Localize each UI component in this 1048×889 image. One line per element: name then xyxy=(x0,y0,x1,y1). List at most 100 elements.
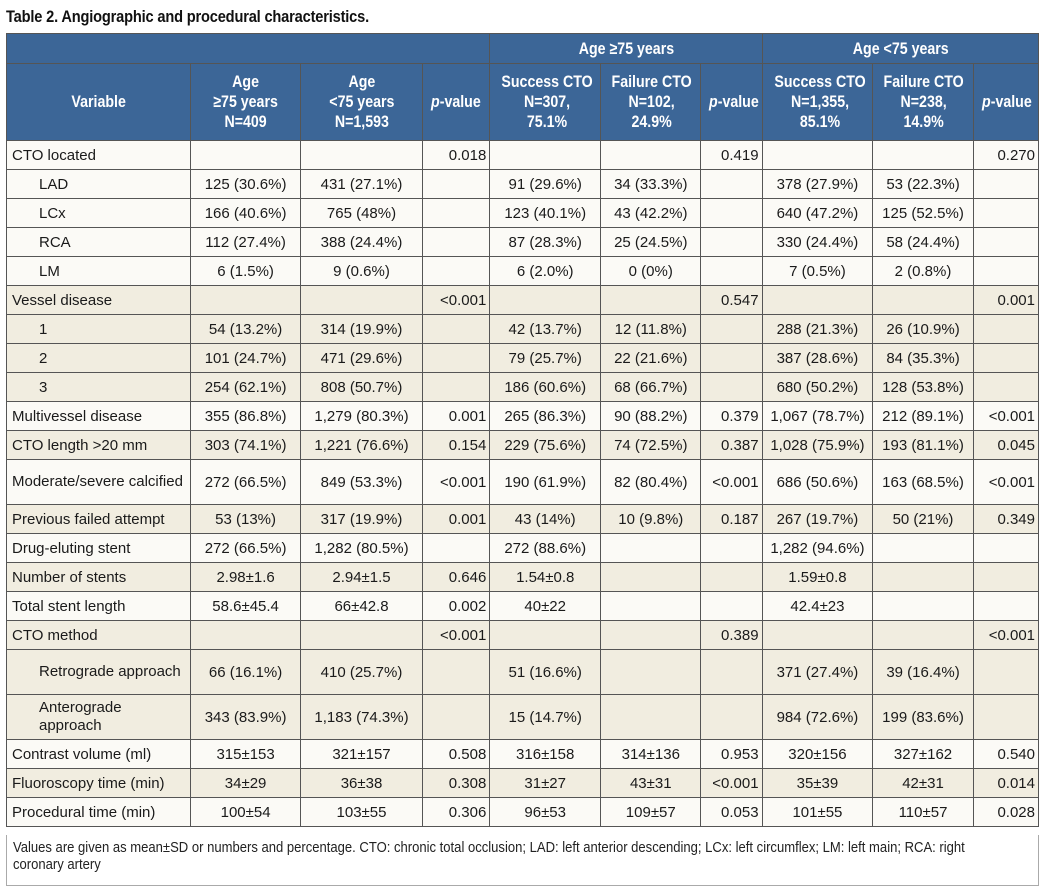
p-value-cell: <0.001 xyxy=(700,768,763,798)
table-title: Table 2. Angiographic and procedural cha… xyxy=(6,7,370,26)
value-cell: 316±158 xyxy=(489,739,602,769)
value-cell: 53 (22.3%) xyxy=(872,169,974,199)
value-cell xyxy=(600,285,702,315)
row-label: Previous failed attempt xyxy=(5,504,192,534)
row-label: 3 xyxy=(5,372,192,402)
p-value-cell: 0.349 xyxy=(972,504,1040,534)
value-cell xyxy=(761,285,874,315)
p-value-cell xyxy=(700,562,763,592)
value-cell: 314±136 xyxy=(600,739,702,769)
value-cell: 288 (21.3%) xyxy=(761,314,874,344)
value-cell: 387 (28.6%) xyxy=(761,343,874,373)
value-cell: 123 (40.1%) xyxy=(489,198,602,228)
value-cell: 1.54±0.8 xyxy=(489,562,602,592)
table-row: RCA 112 (27.4%) 388 (24.4%) 87 (28.3%) 25 (2… xyxy=(5,227,1040,257)
value-cell: 58 (24.4%) xyxy=(872,227,974,257)
p-value-cell: 0.389 xyxy=(700,620,763,650)
value-cell: 686 (50.6%) xyxy=(761,459,874,505)
value-cell xyxy=(600,533,702,563)
value-cell: 163 (68.5%) xyxy=(872,459,974,505)
value-cell: 317 (19.9%) xyxy=(299,504,424,534)
value-cell xyxy=(872,562,974,592)
p-value-cell: 0.306 xyxy=(422,797,491,827)
table-row: LCx 166 (40.6%) 765 (48%) 123 (40.1%) 43 (42… xyxy=(5,198,1040,228)
value-cell xyxy=(600,140,702,170)
value-cell: 2 (0.8%) xyxy=(872,256,974,286)
p-value-cell: <0.001 xyxy=(972,401,1040,431)
p-value-cell xyxy=(972,169,1040,199)
row-label: Drug-eluting stent xyxy=(5,533,192,563)
value-cell xyxy=(489,285,602,315)
value-cell: 6 (1.5%) xyxy=(190,256,301,286)
value-cell: 190 (61.9%) xyxy=(489,459,602,505)
value-cell: 640 (47.2%) xyxy=(761,198,874,228)
p-value-cell xyxy=(700,649,763,695)
table-row: Moderate/severe calcified 272 (66.5%) 849 … xyxy=(5,459,1040,505)
value-cell: 314 (19.9%) xyxy=(299,314,424,344)
value-cell: 272 (66.5%) xyxy=(190,533,301,563)
row-label: Moderate/severe calcified xyxy=(5,459,192,505)
value-cell: 315±153 xyxy=(190,739,301,769)
value-cell: 984 (72.6%) xyxy=(761,694,874,740)
value-cell xyxy=(872,285,974,315)
p-value-cell xyxy=(700,694,763,740)
p-value-cell: 0.001 xyxy=(972,285,1040,315)
value-cell: 371 (27.4%) xyxy=(761,649,874,695)
p-value-cell: 0.379 xyxy=(700,401,763,431)
value-cell: 1,282 (80.5%) xyxy=(299,533,424,563)
value-cell: 321±157 xyxy=(299,739,424,769)
value-cell: 109±57 xyxy=(600,797,702,827)
value-cell: 267 (19.7%) xyxy=(761,504,874,534)
value-cell xyxy=(872,140,974,170)
p-value-cell xyxy=(700,169,763,199)
value-cell: 100±54 xyxy=(190,797,301,827)
characteristics-table: Age ≥75 years Age <75 years Variable Age… xyxy=(5,33,1040,827)
value-cell: 388 (24.4%) xyxy=(299,227,424,257)
value-cell: 378 (27.9%) xyxy=(761,169,874,199)
row-label: CTO length >20 mm xyxy=(5,430,192,460)
value-cell: 471 (29.6%) xyxy=(299,343,424,373)
table-row: Drug-eluting stent 272 (66.5%) 1,282 (80.5… xyxy=(5,533,1040,563)
p-value-cell: 0.187 xyxy=(700,504,763,534)
p-value-cell xyxy=(700,343,763,373)
row-label: Fluoroscopy time (min) xyxy=(5,768,192,798)
p-value-cell xyxy=(422,227,491,257)
p-value-cell xyxy=(972,198,1040,228)
value-cell: 186 (60.6%) xyxy=(489,372,602,402)
value-cell: 36±38 xyxy=(299,768,424,798)
p-value-cell xyxy=(972,372,1040,402)
table-row: CTO method <0.001 0.389 <0.001 xyxy=(5,620,1040,650)
value-cell: 2.94±1.5 xyxy=(299,562,424,592)
table-row: Multivessel disease 355 (86.8%) 1,279 (80.… xyxy=(5,401,1040,431)
value-cell: 343 (83.9%) xyxy=(190,694,301,740)
table-row: LAD 125 (30.6%) 431 (27.1%) 91 (29.6%) 34 (3… xyxy=(5,169,1040,199)
table-footnote: Values are given as mean±SD or numbers a… xyxy=(6,835,1039,886)
value-cell: 51 (16.6%) xyxy=(489,649,602,695)
value-cell xyxy=(600,620,702,650)
p-value-cell: 0.045 xyxy=(972,430,1040,460)
value-cell: 680 (50.2%) xyxy=(761,372,874,402)
value-cell: 74 (72.5%) xyxy=(600,430,702,460)
row-label: LCx xyxy=(5,198,192,228)
p-value-cell: 0.540 xyxy=(972,739,1040,769)
p-value-cell xyxy=(972,649,1040,695)
value-cell: 34 (33.3%) xyxy=(600,169,702,199)
value-cell: 1,279 (80.3%) xyxy=(299,401,424,431)
p-value-cell xyxy=(972,694,1040,740)
table-row: Vessel disease <0.001 0.547 0.001 xyxy=(5,285,1040,315)
value-cell: 87 (28.3%) xyxy=(489,227,602,257)
value-cell: 68 (66.7%) xyxy=(600,372,702,402)
value-cell: 7 (0.5%) xyxy=(761,256,874,286)
header-group-row: Age ≥75 years Age <75 years xyxy=(5,33,1040,64)
header-group-blank xyxy=(5,33,491,64)
header-young-p-value: p-value xyxy=(972,63,1040,141)
value-cell: 431 (27.1%) xyxy=(299,169,424,199)
p-value-cell: 0.387 xyxy=(700,430,763,460)
value-cell: 101 (24.7%) xyxy=(190,343,301,373)
p-value-cell: <0.001 xyxy=(972,620,1040,650)
row-label: Retrograde approach xyxy=(5,649,192,695)
p-value-cell xyxy=(700,372,763,402)
value-cell: 166 (40.6%) xyxy=(190,198,301,228)
value-cell: 254 (62.1%) xyxy=(190,372,301,402)
p-value-cell xyxy=(972,227,1040,257)
